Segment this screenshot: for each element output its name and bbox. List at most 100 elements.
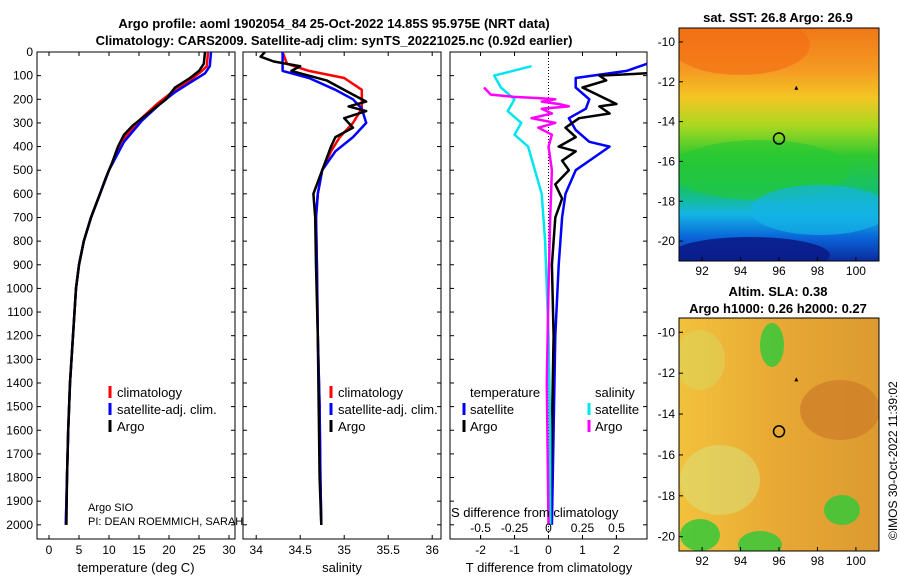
map-x-tick-label: 94 <box>734 554 748 568</box>
x-tick-label: 15 <box>132 543 146 557</box>
map-x-tick-label: 98 <box>811 264 825 278</box>
pi-annotation: PI: DEAN ROEMMICH, SARAH <box>88 516 243 528</box>
salinity-axis: 34 34.5 35 35.5 36 <box>250 52 440 557</box>
sla-low-patch-1 <box>760 323 784 367</box>
y-tick-label: 0 <box>26 45 33 59</box>
y-tick-label: 400 <box>13 140 33 154</box>
figure-title-line2: Climatology: CARS2009. Satellite-adj cli… <box>96 33 573 48</box>
series-line-argo <box>65 51 207 525</box>
map-y-tick-label: -20 <box>658 530 676 544</box>
salinity-depth-ticks <box>243 51 441 526</box>
salinity-xlabel: salinity <box>322 560 362 575</box>
x-tick-label: 35.5 <box>377 543 401 557</box>
x-tick-label: 36 <box>426 543 440 557</box>
legend-s-satellite-label: satellite <box>595 402 639 417</box>
x-tick-label: 30 <box>222 543 236 557</box>
map-y-tick-label: -18 <box>658 489 676 503</box>
x-tick-label: 34.5 <box>289 543 313 557</box>
sla-pale-patch <box>680 445 760 515</box>
sla-map-title-1: Altim. SLA: 0.38 <box>729 284 828 299</box>
legend-t-satellite-label: satellite <box>470 402 514 417</box>
legend-climatology-label: climatology <box>338 385 404 400</box>
sst-map-title: sat. SST: 26.8 Argo: 26.9 <box>703 10 853 25</box>
x-tick-label: 10 <box>102 543 116 557</box>
map-y-tick-label: -12 <box>658 366 676 380</box>
sst-cool-patch <box>750 185 879 235</box>
salinity-series <box>259 51 368 525</box>
x-tick-label: 25 <box>192 543 206 557</box>
difference-xlabel: T difference from climatology <box>466 560 633 575</box>
map-y-tick-label: -14 <box>658 115 676 129</box>
x-tick-label: 35 <box>338 543 352 557</box>
x-tick-label: -2 <box>475 543 486 557</box>
map-x-tick-label: 96 <box>772 264 786 278</box>
y-tick-label: 900 <box>13 258 33 272</box>
temperature-panel: 0100200300400500600700800900100011001200… <box>6 45 243 575</box>
difference-series <box>483 62 648 525</box>
legend-t-argo-label: Argo <box>470 419 497 434</box>
y-tick-label: 1100 <box>7 305 33 319</box>
map-y-tick-label: -16 <box>658 154 676 168</box>
sla-low-patch-2 <box>824 495 860 525</box>
y-tick-label: 1200 <box>6 329 33 343</box>
sla-map-axes: 92 94 96 98 100 -10 -12 -14 -16 -18 -20 <box>658 325 867 568</box>
legend-argo-label: Argo <box>338 419 365 434</box>
sla-low-patch-4 <box>738 531 782 551</box>
y-tick-label: 1000 <box>6 281 33 295</box>
y-tick-label: 300 <box>13 116 33 130</box>
legend-s-argo-label: Argo <box>595 419 622 434</box>
salinity-legend: climatology satellite-adj. clim. Argo <box>329 385 438 434</box>
map-x-tick-label: 92 <box>695 264 709 278</box>
map-x-tick-label: 96 <box>772 554 786 568</box>
legend-argo-label: Argo <box>117 419 144 434</box>
profile-location-marker <box>772 132 786 145</box>
sst-markers <box>772 85 799 145</box>
temperature-axis: 0 5 10 15 20 25 30 <box>46 52 236 557</box>
depth-axis: 0 100 200 300 400 500 600 700 800 900 1000 1100 1200… <box>6 45 235 532</box>
map-x-tick-label: 94 <box>734 264 748 278</box>
y-tick-label: 2000 <box>6 518 33 532</box>
legend-climatology-label: climatology <box>117 385 183 400</box>
s-tick-label: 0.5 <box>608 521 625 535</box>
y-tick-label: 600 <box>13 187 33 201</box>
temperature-series <box>64 51 213 525</box>
temperature-xlabel: temperature (deg C) <box>77 560 194 575</box>
sst-cold-patch <box>679 237 830 261</box>
x-tick-label: 5 <box>76 543 83 557</box>
sla-low-patch-3 <box>680 519 720 551</box>
y-tick-label: 1500 <box>6 400 33 414</box>
x-tick-label: 0 <box>46 543 53 557</box>
map-x-tick-label: 98 <box>811 554 825 568</box>
imos-credit: ©IMOS 30-Oct-2022 11:39:02 <box>886 381 900 540</box>
sla-markers <box>772 377 799 438</box>
x-tick-label: 1 <box>579 543 586 557</box>
s-difference-axis: -0.5 -0.25 0 0.25 0.5 <box>470 521 625 539</box>
y-tick-label: 1800 <box>6 471 33 485</box>
salinity-panel: 34 34.5 35 35.5 36 climatology satellite-adj… <box>242 51 442 575</box>
salinity-plot-frame <box>242 51 442 540</box>
legend-temperature-title: temperature <box>470 385 540 400</box>
temperature-legend: climatology satellite-adj. clim. Argo <box>108 385 217 434</box>
y-tick-label: 1700 <box>6 447 33 461</box>
series-line-t-argo <box>548 72 648 525</box>
map-y-tick-label: -18 <box>658 194 676 208</box>
sst-map-axes: 92 94 96 98 100 -10 -12 -14 -16 -18 -20 <box>658 35 867 278</box>
profile-location-marker <box>772 425 786 438</box>
argo-sio-annotation: Argo SIO <box>88 502 134 514</box>
y-tick-label: 700 <box>13 210 33 224</box>
x-tick-label: 20 <box>162 543 176 557</box>
figure-title-line1: Argo profile: aoml 1902054_84 25-Oct-202… <box>118 16 549 31</box>
sst-map-panel: sat. SST: 26.8 Argo: 26.9 92 94 96 98 100 -10… <box>658 10 880 278</box>
sla-map-title-2: Argo h1000: 0.26 h2000: 0.27 <box>689 301 867 316</box>
map-y-tick-label: -10 <box>658 35 676 49</box>
y-tick-label: 500 <box>13 163 33 177</box>
s-tick-label: -0.5 <box>470 521 491 535</box>
series-line-s-argo <box>483 86 571 525</box>
map-y-tick-label: -16 <box>658 448 676 462</box>
y-tick-label: 200 <box>13 92 33 106</box>
x-tick-label: 2 <box>613 543 620 557</box>
s-tick-label: 0 <box>545 521 552 535</box>
x-tick-label: 34 <box>250 543 264 557</box>
map-y-tick-label: -20 <box>658 234 676 248</box>
map-y-tick-label: -12 <box>658 75 676 89</box>
